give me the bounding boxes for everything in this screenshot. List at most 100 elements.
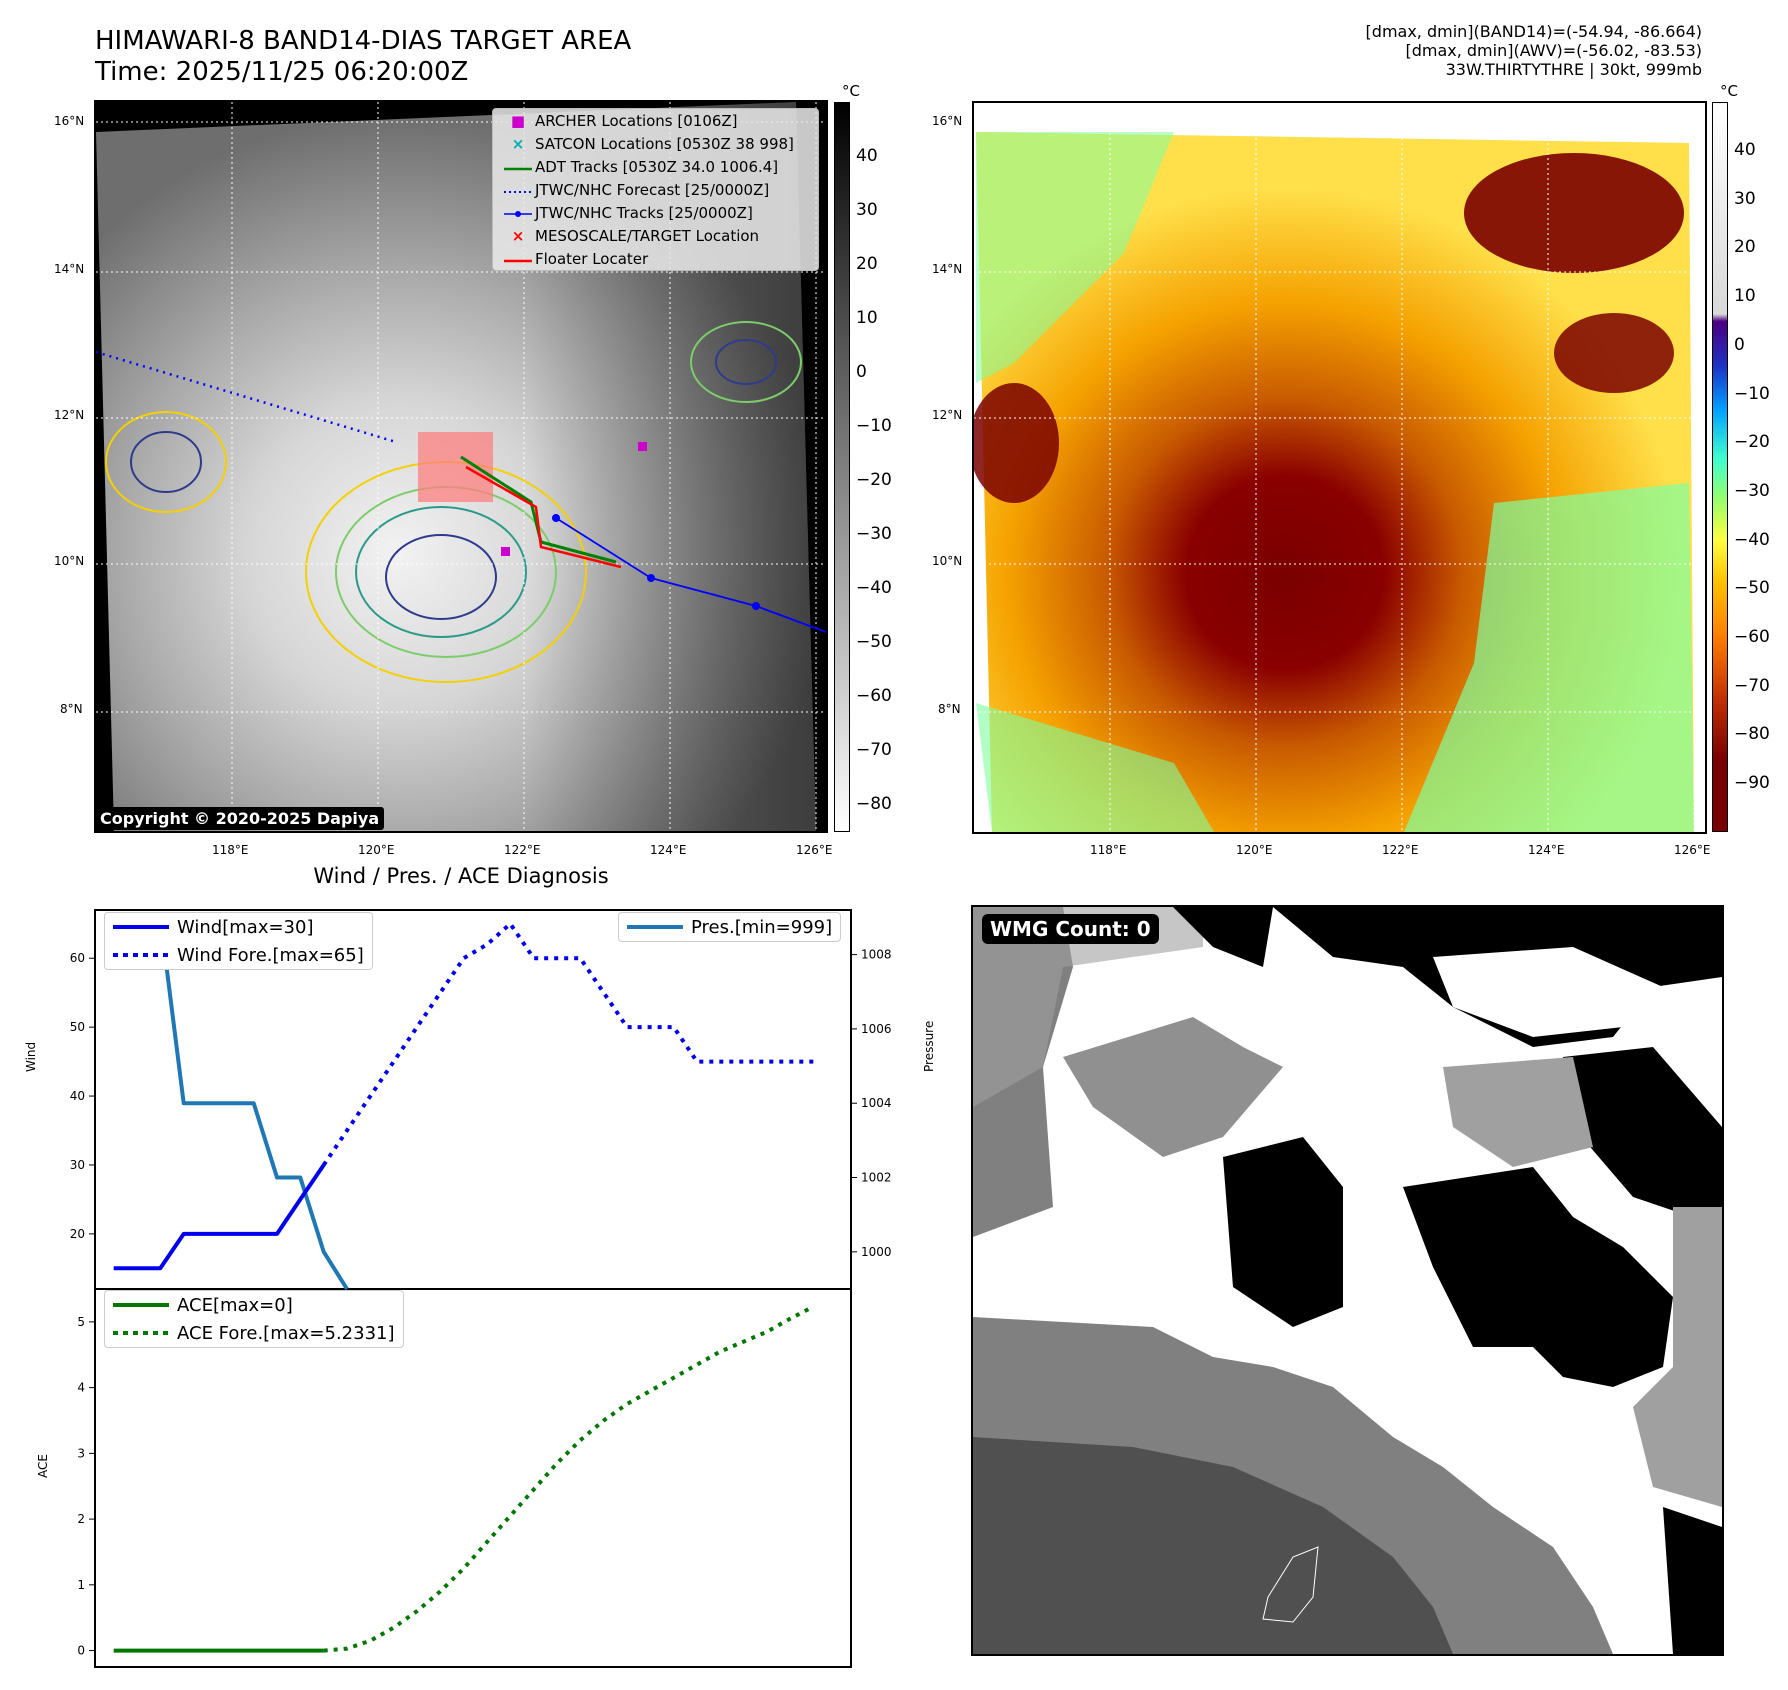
colorbar-left-tick: −20 — [856, 470, 892, 490]
colorbar-right-tick: −30 — [1734, 480, 1770, 501]
info-line-2: [dmax, dmin](AWV)=(-56.02, -83.53) — [1405, 41, 1702, 60]
copyright-label: Copyright © 2020-2025 Dapiya — [95, 807, 385, 830]
lon-label-124: 124°E — [650, 843, 687, 857]
lon-label-120-right: 120°E — [1236, 843, 1273, 857]
colorbar-left-tick: 0 — [856, 362, 867, 382]
lon-label-126-right: 126°E — [1674, 843, 1711, 857]
storm-tracks — [96, 350, 826, 633]
lat-label-10-right: 10°N — [932, 554, 963, 568]
ace-tick-label: 4 — [77, 1381, 85, 1395]
legend-archer: ■ ARCHER Locations [0106Z] — [493, 109, 818, 132]
colorbar-left-tick: 40 — [856, 146, 878, 166]
info-line-3: 33W.THIRTYTHRE | 30kt, 999mb — [1445, 60, 1702, 79]
pressure-line — [137, 915, 349, 1291]
colorbar-left-tick: −70 — [856, 740, 892, 760]
contour-rings — [105, 321, 802, 683]
colorbar-left-tick: −30 — [856, 524, 892, 544]
colorbar-right-tick: −50 — [1734, 578, 1770, 599]
colorbar-left-tick: 20 — [856, 254, 878, 274]
colorbar-left-tick: −40 — [856, 578, 892, 598]
legend-floater: Floater Locater — [493, 247, 818, 270]
colorbar-right-tick: −90 — [1734, 773, 1770, 794]
lon-label-126: 126°E — [796, 843, 833, 857]
colorbar-right-tick: 40 — [1734, 140, 1756, 160]
colorbar-left-tick: −50 — [856, 632, 892, 652]
solid-steelblue-line-icon — [627, 925, 683, 929]
awv-map-panel — [972, 101, 1707, 834]
dotted-blue-line-icon — [113, 953, 169, 957]
colorbar-right-tick: −20 — [1734, 432, 1770, 453]
colorbar-left-tick: 30 — [856, 200, 878, 220]
cyan-x-icon: × — [511, 134, 525, 153]
ace-axis-label: ACE — [36, 1454, 50, 1478]
wind-line — [113, 1163, 326, 1271]
wind-tick-label: 30 — [70, 1158, 85, 1172]
pressure-tick-label: 1006 — [861, 1022, 892, 1036]
green-line-icon — [501, 158, 535, 176]
chart-title: HIMAWARI-8 BAND14-DIAS TARGET AREA Time:… — [95, 26, 631, 88]
colorbar-left-tick: −60 — [856, 686, 892, 706]
lat-label-12-right: 12°N — [932, 408, 963, 422]
wmg-map — [973, 907, 1722, 1654]
wind-tick-label: 50 — [70, 1020, 85, 1034]
pressure-tick-label: 1000 — [861, 1245, 892, 1259]
wind-tick-label: 40 — [70, 1089, 85, 1103]
red-x-icon: × — [511, 226, 525, 245]
pressure-tick-label: 1002 — [861, 1171, 892, 1185]
red-line-icon — [501, 250, 535, 268]
band14-map — [96, 102, 826, 831]
lat-label-14-right: 14°N — [932, 262, 963, 276]
colorbar-right-tick: −80 — [1734, 724, 1770, 745]
wind-tick-label: 60 — [70, 951, 85, 965]
awv-map — [974, 103, 1705, 832]
colorbar-right-tick: −60 — [1734, 627, 1770, 647]
ace-tick-label: 3 — [77, 1446, 85, 1460]
lat-label-8: 8°N — [60, 702, 83, 716]
ace-tick-label: 0 — [77, 1644, 85, 1658]
legend-wind: Wind[max=30] — [105, 913, 372, 941]
colorbar-left-tick: 10 — [856, 308, 878, 328]
legend-pressure: Pres.[min=999] — [619, 913, 840, 941]
ace-tick-label: 5 — [77, 1315, 85, 1329]
blue-dot-line-icon — [501, 204, 535, 222]
lat-label-16: 16°N — [54, 114, 85, 128]
magenta-square-icon: ■ — [510, 111, 526, 130]
title-line-2: Time: 2025/11/25 06:20:00Z — [95, 57, 469, 87]
legend-jtwc-tracks: JTWC/NHC Tracks [25/0000Z] — [493, 201, 818, 224]
band14-map-panel — [94, 100, 828, 833]
colorbar-right-tick: −40 — [1734, 529, 1770, 550]
colorbar-right-tick: 20 — [1734, 237, 1756, 258]
legend-wind-forecast: Wind Fore.[max=65] — [105, 941, 372, 969]
ace-tick-label: 1 — [77, 1578, 85, 1592]
colorbar-right-unit: °C — [1720, 82, 1738, 100]
info-line-1: [dmax, dmin](BAND14)=(-54.94, -86.664) — [1365, 22, 1702, 41]
colorbar-right-tick: 30 — [1734, 188, 1756, 209]
lat-label-16-right: 16°N — [932, 114, 963, 128]
legend-jtwc-forecast: JTWC/NHC Forecast [25/0000Z] — [493, 178, 818, 201]
map-legend: ■ ARCHER Locations [0106Z] × SATCON Locati… — [492, 108, 819, 271]
pressure-tick-label: 1004 — [861, 1096, 892, 1110]
lon-label-122: 122°E — [504, 843, 541, 857]
solid-blue-line-icon — [113, 925, 169, 929]
ace-forecast-line — [323, 1304, 815, 1653]
lon-label-124-right: 124°E — [1528, 843, 1565, 857]
colorbar-right-tick: 0 — [1734, 334, 1745, 355]
lat-label-10: 10°N — [54, 554, 85, 568]
legend-ace: ACE[max=0] — [105, 1291, 403, 1319]
colorbar-right — [1712, 102, 1728, 832]
colorbar-right-tick: −70 — [1734, 675, 1770, 696]
pressure-tick-label: 1008 — [861, 948, 892, 962]
legend-ace-forecast: ACE Fore.[max=5.2331] — [105, 1319, 403, 1347]
colorbar-left — [834, 102, 850, 832]
lon-label-118-right: 118°E — [1090, 843, 1127, 857]
colorbar-left-unit: °C — [842, 82, 860, 100]
ace-legend: ACE[max=0] ACE Fore.[max=5.2331] — [104, 1290, 404, 1348]
colorbar-right-tick: 10 — [1734, 286, 1756, 307]
title-line-1: HIMAWARI-8 BAND14-DIAS TARGET AREA — [95, 26, 632, 56]
dotted-green-line-icon — [113, 1331, 169, 1335]
legend-satcon: × SATCON Locations [0530Z 38 998] — [493, 132, 818, 155]
wmg-panel — [971, 905, 1724, 1656]
wind-legend: Wind[max=30] Wind Fore.[max=65] — [104, 912, 373, 970]
wind-tick-label: 20 — [70, 1227, 85, 1241]
